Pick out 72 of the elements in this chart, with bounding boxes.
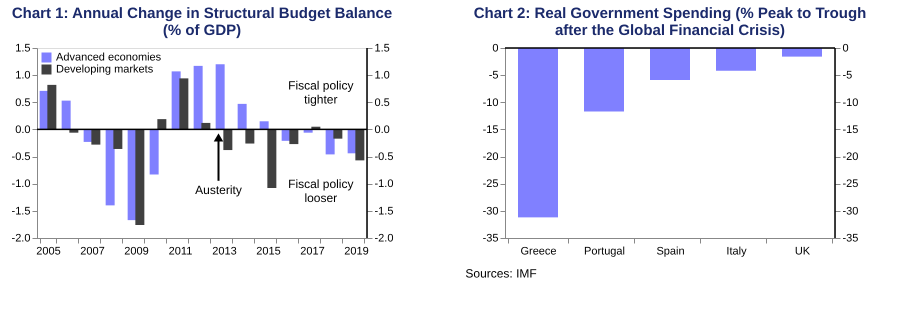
bar bbox=[179, 78, 188, 130]
y-tick-label: 0.0 bbox=[15, 124, 30, 136]
y2-tick-label: 0 bbox=[842, 42, 849, 54]
y-tick-label: 1.5 bbox=[15, 42, 30, 54]
bar bbox=[157, 119, 166, 130]
x-tick-label: 2011 bbox=[168, 246, 192, 258]
y2-tick-label: -0.5 bbox=[374, 151, 394, 164]
bar bbox=[194, 66, 203, 130]
bar bbox=[113, 129, 122, 149]
bar bbox=[267, 129, 276, 188]
annotation: Fiscal policy tighter bbox=[288, 78, 354, 106]
bar bbox=[150, 129, 159, 174]
y-tick-label: -20 bbox=[482, 151, 498, 164]
annotation: Fiscal policy looser bbox=[288, 177, 354, 206]
x-tick-label: Spain bbox=[656, 246, 685, 258]
y-tick-label: -15 bbox=[482, 124, 498, 136]
x-tick-label: UK bbox=[794, 246, 811, 258]
y2-tick-label: -1.0 bbox=[374, 178, 394, 190]
y2-tick-label: -35 bbox=[842, 232, 858, 244]
x-tick-label: 2013 bbox=[212, 246, 237, 258]
y-tick-label: 0 bbox=[492, 42, 498, 54]
legend-label: Advanced economies bbox=[56, 52, 162, 64]
chart-title: Chart 1: Annual Change in Structural Budget Balance (% of GDP) bbox=[12, 5, 392, 39]
y2-tick-label: 1.5 bbox=[374, 42, 390, 54]
bar bbox=[333, 129, 342, 139]
x-tick-label: Italy bbox=[726, 246, 748, 258]
bar bbox=[106, 129, 115, 206]
x-tick-label: Greece bbox=[520, 246, 557, 258]
y-tick-label: -0.5 bbox=[12, 151, 30, 164]
legend-label: Developing markets bbox=[56, 64, 154, 76]
chart-title: Chart 2: Real Government Spending (% Peak to Trough after the Global Financial Crisis) bbox=[474, 5, 866, 39]
y-tick-label: -1.5 bbox=[12, 205, 30, 218]
x-tick-label: Portugal bbox=[584, 246, 625, 258]
bar bbox=[216, 64, 225, 130]
bar bbox=[223, 129, 232, 150]
y2-tick-label: -1.5 bbox=[374, 205, 394, 218]
bar bbox=[135, 129, 144, 225]
y-tick-label: -2.0 bbox=[12, 232, 30, 244]
x-tick-label: 2019 bbox=[344, 246, 369, 258]
x-tick-label: 2009 bbox=[124, 246, 149, 258]
y-tick-label: -35 bbox=[482, 232, 498, 244]
y-tick-label: 1.0 bbox=[15, 70, 30, 82]
bar bbox=[238, 104, 247, 130]
y2-tick-label: 0.5 bbox=[374, 96, 390, 109]
x-tick-label: 2015 bbox=[256, 246, 281, 258]
y2-tick-label: -25 bbox=[842, 178, 858, 190]
x-tick-label: 2017 bbox=[300, 246, 325, 258]
y-tick-label: -5 bbox=[488, 70, 498, 82]
y-tick-label: 0.5 bbox=[15, 96, 30, 109]
y2-tick-label: -20 bbox=[842, 151, 858, 164]
bar bbox=[245, 129, 254, 144]
y2-tick-label: 0.0 bbox=[374, 124, 390, 136]
source-note: Sources: IMF bbox=[465, 266, 537, 280]
y2-tick-label: 1.0 bbox=[374, 70, 390, 82]
annotation: Austerity bbox=[195, 182, 242, 197]
x-tick-label: 2007 bbox=[80, 246, 105, 258]
bar bbox=[355, 129, 364, 160]
bar bbox=[326, 129, 335, 154]
y-tick-label: -1.0 bbox=[12, 178, 30, 190]
bar bbox=[289, 129, 298, 144]
bar bbox=[62, 100, 71, 130]
y2-tick-label: -30 bbox=[842, 205, 858, 218]
bar bbox=[47, 84, 56, 130]
y-tick-label: -10 bbox=[482, 96, 498, 109]
y2-tick-label: -15 bbox=[842, 124, 858, 136]
x-tick-label: 2005 bbox=[36, 246, 61, 258]
bar bbox=[91, 129, 100, 145]
y-tick-label: -25 bbox=[482, 178, 498, 190]
y2-tick-label: -5 bbox=[842, 70, 852, 82]
y2-tick-label: -10 bbox=[842, 96, 858, 109]
y2-tick-label: -2.0 bbox=[374, 232, 394, 244]
y-tick-label: -30 bbox=[482, 205, 498, 218]
